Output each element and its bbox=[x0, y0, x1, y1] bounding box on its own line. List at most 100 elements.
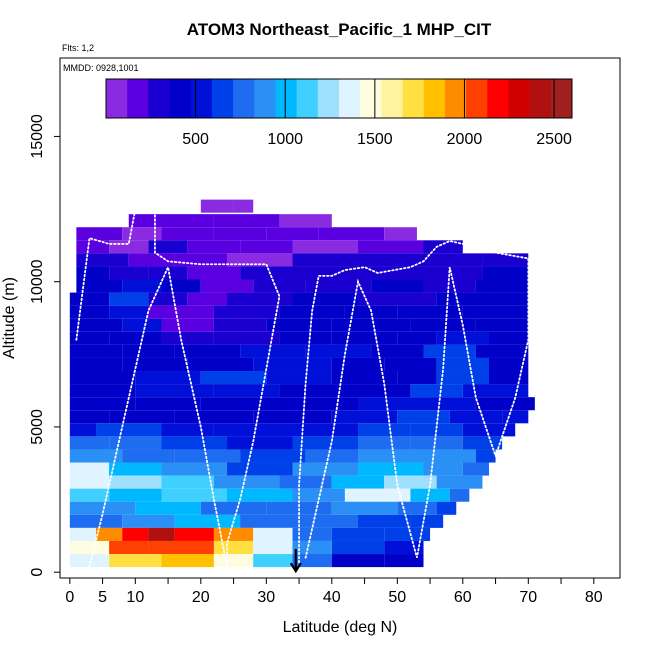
x-tick-label: 5 bbox=[98, 589, 107, 606]
heatmap-cell bbox=[187, 266, 241, 280]
heatmap-cell bbox=[76, 266, 110, 280]
heatmap-cell bbox=[227, 488, 293, 502]
heatmap-cell bbox=[213, 384, 280, 398]
heatmap-cell bbox=[69, 514, 123, 528]
heatmap-cell bbox=[76, 227, 123, 241]
heatmap-cell bbox=[331, 540, 385, 555]
heatmap-cell bbox=[462, 384, 529, 398]
heatmap-cell bbox=[69, 305, 110, 319]
heatmap-cell bbox=[384, 527, 431, 541]
heatmap-cell bbox=[423, 253, 483, 267]
colorbar-tick-label: 1500 bbox=[357, 131, 393, 148]
colorbar: 500 1000 1500 2000 2500 bbox=[105, 78, 573, 148]
heatmap-cell bbox=[384, 540, 424, 555]
heatmap-cell bbox=[384, 554, 424, 568]
colorbar-segment bbox=[423, 79, 446, 118]
heatmap-cell bbox=[69, 344, 123, 358]
heatmap-cell bbox=[161, 436, 228, 450]
heatmap-cell bbox=[384, 357, 437, 372]
colorbar-segment bbox=[169, 79, 192, 118]
heatmap-cell bbox=[358, 266, 424, 280]
heatmap-cell bbox=[292, 540, 332, 555]
heatmap-cell bbox=[227, 436, 293, 450]
heatmap-cell bbox=[331, 318, 411, 332]
heatmap-cell bbox=[475, 344, 529, 358]
heatmap-cell bbox=[292, 240, 359, 254]
heatmap-cell bbox=[122, 318, 162, 332]
heatmap-cell bbox=[292, 292, 359, 306]
heatmap-cell bbox=[292, 488, 345, 502]
heatmap-cell bbox=[109, 331, 162, 345]
heatmap-cell bbox=[148, 292, 188, 306]
heatmap-cell bbox=[122, 279, 162, 293]
heatmap-cell bbox=[69, 527, 97, 541]
heatmap-cell bbox=[436, 501, 457, 515]
colorbar-segment bbox=[444, 79, 467, 118]
heatmap-cell bbox=[69, 554, 110, 568]
colorbar-segment bbox=[360, 79, 382, 118]
heatmap-cell bbox=[475, 318, 529, 332]
heatmap-cell bbox=[305, 344, 372, 358]
x-axis-label: Latitude (deg N) bbox=[283, 619, 398, 636]
heatmap-cell bbox=[279, 475, 332, 489]
heatmap-cell bbox=[174, 410, 254, 424]
heatmap-cell bbox=[240, 514, 293, 528]
heatmap-cell bbox=[135, 384, 214, 398]
heatmap-cell bbox=[292, 436, 359, 450]
heatmap-cell bbox=[109, 554, 162, 568]
heatmap-cell bbox=[240, 344, 306, 358]
colorbar-segment bbox=[211, 79, 234, 118]
heatmap-cell bbox=[213, 227, 267, 241]
heatmap-cell bbox=[174, 449, 241, 463]
heatmap-cell bbox=[482, 253, 529, 267]
heatmap-cell bbox=[475, 397, 535, 411]
heatmap-cell bbox=[213, 305, 280, 319]
heatmap-cell bbox=[148, 527, 175, 541]
heatmap-cell bbox=[331, 410, 398, 424]
heatmap-cell bbox=[135, 501, 201, 515]
heatmap-cell bbox=[213, 423, 293, 437]
heatmap-cell bbox=[161, 279, 201, 293]
heatmap-cell bbox=[253, 410, 332, 424]
x-tick-label: 80 bbox=[585, 589, 603, 606]
colorbar-tick-label: 1000 bbox=[267, 131, 303, 148]
heatmap-cell bbox=[489, 371, 529, 385]
colorbar-segment bbox=[233, 79, 255, 118]
heatmap-cell bbox=[148, 266, 188, 280]
heatmap-cell bbox=[253, 527, 293, 541]
heatmap-cell bbox=[161, 227, 214, 241]
heatmap-cell bbox=[187, 240, 241, 254]
heatmap-cell bbox=[279, 305, 345, 319]
heatmap-cell bbox=[187, 292, 228, 306]
heatmap-cell bbox=[76, 253, 129, 267]
y-tick-label: 10000 bbox=[29, 259, 46, 304]
heatmap-cell bbox=[69, 501, 136, 515]
heatmap-cell bbox=[161, 423, 214, 437]
heatmap-cell bbox=[109, 462, 162, 476]
colorbar-tick-label: 500 bbox=[182, 131, 209, 148]
heatmap-cell bbox=[161, 318, 214, 332]
heatmap-cell bbox=[122, 527, 149, 541]
heatmap-cell bbox=[213, 554, 254, 568]
heatmap-cell bbox=[109, 475, 162, 489]
heatmap-cell bbox=[462, 305, 529, 319]
latitude-arrow-marker bbox=[289, 548, 302, 574]
heatmap-cell bbox=[292, 462, 359, 476]
heatmap-cell bbox=[187, 357, 254, 372]
heatmap-cell bbox=[397, 305, 463, 319]
heatmap-cell bbox=[200, 279, 254, 293]
heatmap-cell bbox=[69, 410, 110, 424]
heatmap-cell bbox=[436, 331, 490, 345]
heatmap-cell bbox=[135, 397, 201, 411]
heatmap-cell bbox=[331, 501, 398, 515]
heatmap-cell bbox=[161, 214, 214, 228]
heatmap-cell bbox=[279, 214, 332, 228]
colorbar-segment bbox=[550, 79, 573, 118]
heatmap-cell bbox=[331, 554, 385, 568]
heatmap-layer bbox=[69, 199, 535, 568]
x-tick-label: 30 bbox=[257, 589, 275, 606]
flight-track-layer bbox=[75, 208, 530, 568]
heatmap-cell bbox=[69, 318, 123, 332]
y-tick-label: 5000 bbox=[29, 409, 46, 445]
